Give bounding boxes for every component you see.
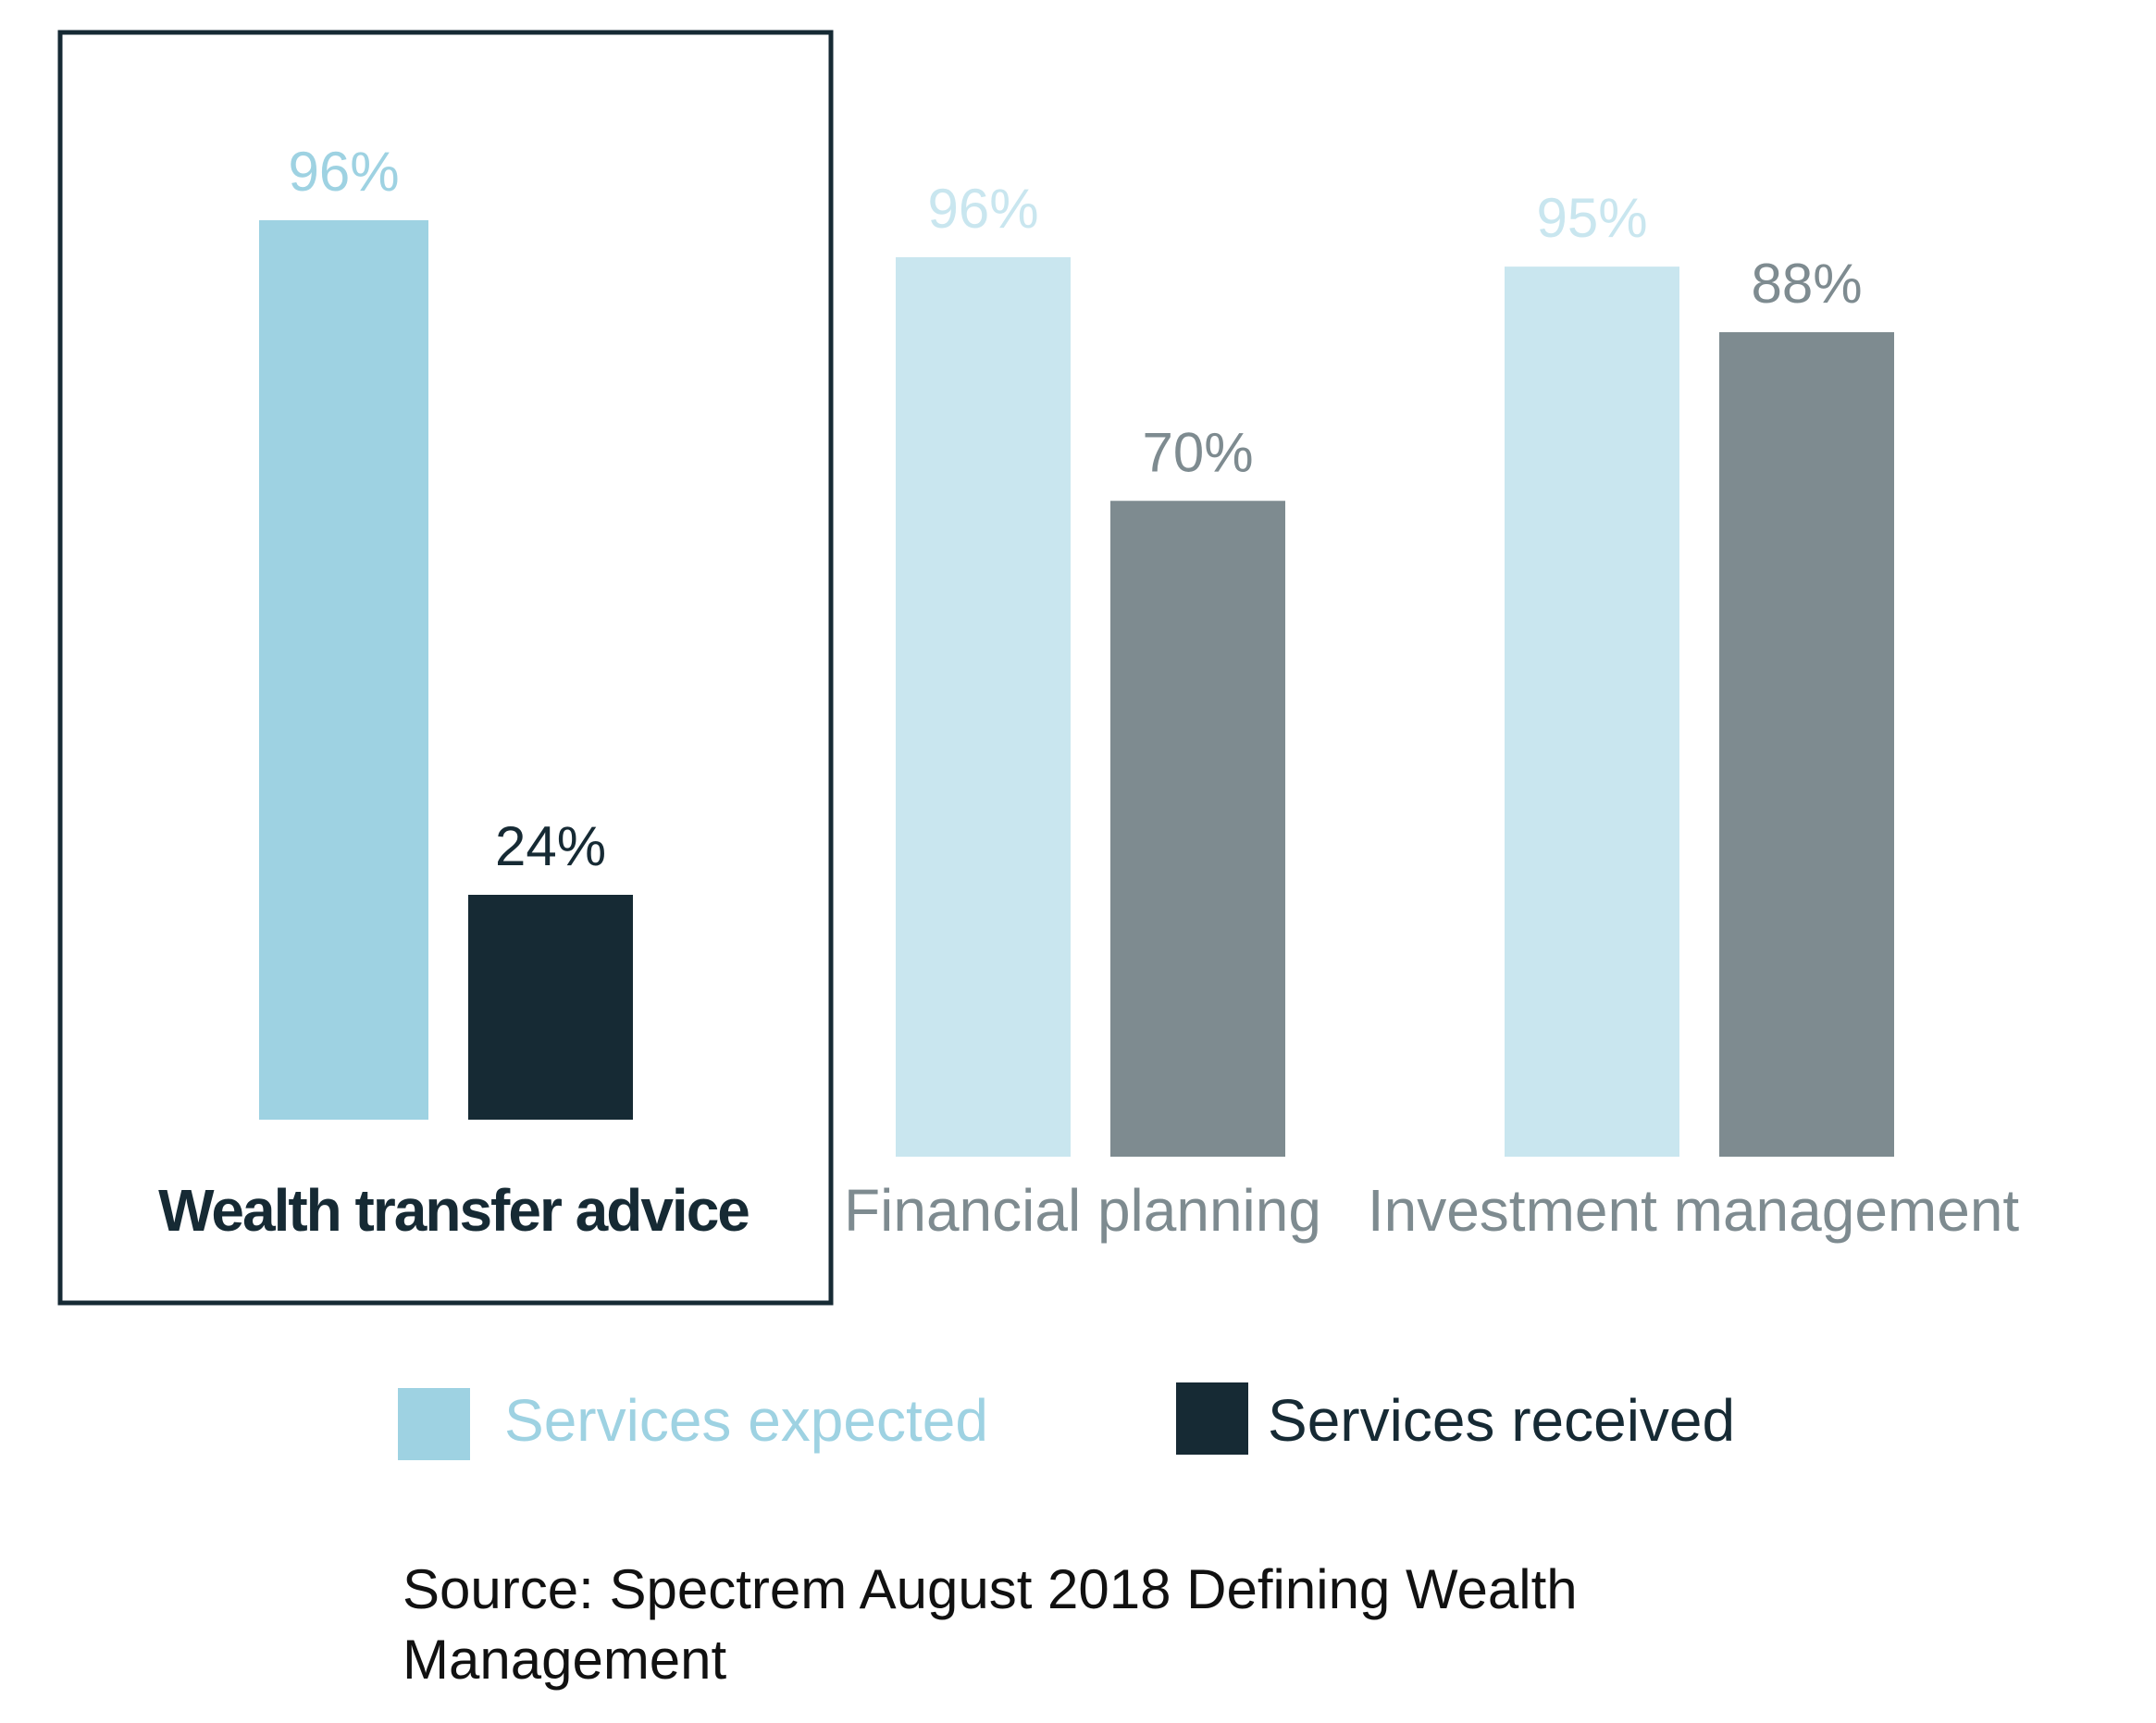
highlight-box xyxy=(57,30,834,1306)
bar-received-1 xyxy=(1110,501,1285,1157)
category-label-1: Financial planning xyxy=(844,1177,1321,1244)
bar-received-2 xyxy=(1719,332,1894,1157)
bar-expected-1 xyxy=(896,257,1071,1157)
legend-label-0: Services expected xyxy=(504,1387,988,1454)
source-note: Source: Spectrem August 2018 Defining We… xyxy=(403,1558,1578,1691)
category-label-2: Investment management xyxy=(1368,1177,2020,1244)
legend-swatch-0 xyxy=(398,1388,470,1460)
data-label-expected-2: 95% xyxy=(1536,187,1647,249)
data-label-expected-0: 96% xyxy=(288,141,399,203)
category-label-0: Wealth transfer advice xyxy=(158,1177,749,1244)
bar-expected-0 xyxy=(259,220,428,1120)
data-label-expected-1: 96% xyxy=(927,178,1038,240)
legend-swatch-1 xyxy=(1176,1382,1248,1455)
data-label-received-0: 24% xyxy=(495,815,606,877)
data-label-received-1: 70% xyxy=(1142,421,1253,483)
bar-expected-2 xyxy=(1505,267,1679,1157)
legend-label-1: Services received xyxy=(1268,1387,1735,1454)
data-label-received-2: 88% xyxy=(1751,253,1862,315)
bar-received-0 xyxy=(468,895,633,1120)
